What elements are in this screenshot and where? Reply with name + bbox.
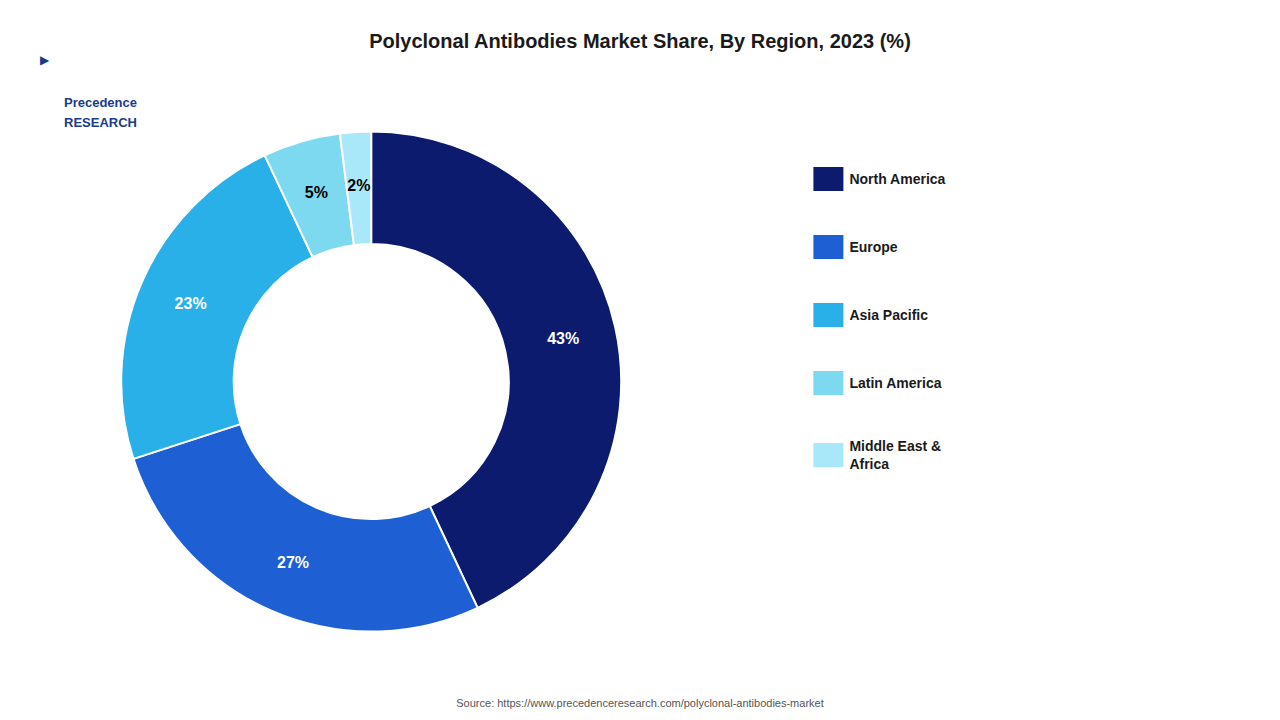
svg-text:43%: 43% [547, 330, 579, 347]
svg-text:Source: https://www.precedence: Source: https://www.precedenceresearch.c… [456, 697, 823, 709]
svg-text:RESEARCH: RESEARCH [64, 115, 137, 130]
svg-text:▶: ▶ [40, 53, 50, 67]
svg-text:5%: 5% [305, 184, 328, 201]
svg-text:Polyclonal Antibodies Market S: Polyclonal Antibodies Market Share, By R… [369, 30, 911, 52]
svg-text:23%: 23% [175, 295, 207, 312]
svg-text:Africa: Africa [849, 456, 889, 472]
svg-text:Precedence: Precedence [64, 95, 137, 110]
svg-text:North America: North America [849, 171, 945, 187]
svg-text:2%: 2% [347, 177, 370, 194]
svg-text:Middle East &: Middle East & [849, 438, 941, 454]
svg-text:Asia Pacific: Asia Pacific [849, 307, 928, 323]
svg-text:Latin America: Latin America [849, 375, 941, 391]
svg-text:Europe: Europe [849, 239, 897, 255]
svg-text:27%: 27% [277, 554, 309, 571]
